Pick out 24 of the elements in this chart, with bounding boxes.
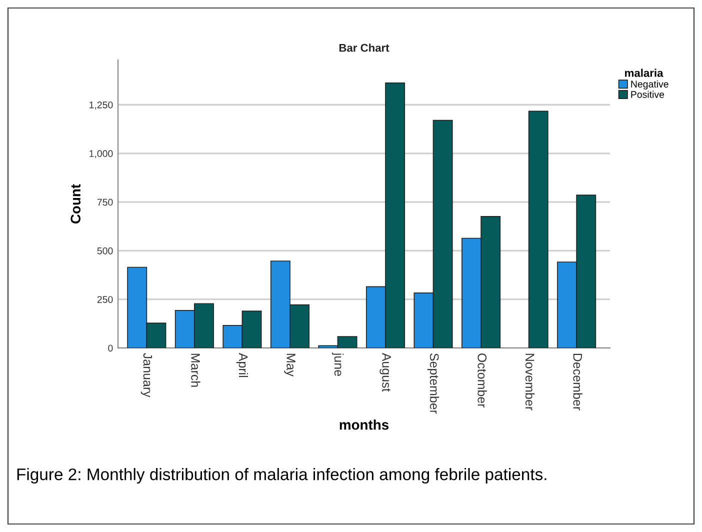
legend-title: malaria — [625, 68, 664, 77]
chart-title: Bar Chart — [339, 44, 390, 52]
x-tick-label: December — [573, 354, 582, 410]
x-tick-label: August — [380, 352, 391, 392]
x-tick-label: April — [236, 352, 248, 378]
caption: Figure 2: Monthly distribution of malaria infection among febrile patients. — [17, 468, 546, 484]
y-tick-label: 1,000 — [90, 150, 113, 158]
x-tick-label: june — [332, 352, 344, 376]
x-tick-label: March — [191, 354, 200, 387]
x-tick-label: November — [525, 354, 535, 410]
y-tick-label: 1,250 — [90, 101, 113, 110]
x-axis-title: months — [340, 420, 389, 430]
x-tick-label: May — [284, 354, 296, 376]
y-axis-title: Count — [70, 184, 81, 224]
y-tick-label: 500 — [97, 247, 113, 254]
x-tick-label: January — [140, 353, 152, 398]
legend-label: Positive — [631, 90, 664, 98]
legend-label: Negative — [631, 80, 668, 90]
y-tick-label: 250 — [97, 296, 113, 303]
bar — [528, 110, 548, 348]
y-tick-label: 750 — [97, 198, 113, 206]
x-tick-label: September — [427, 353, 440, 414]
x-tick-label: Octomber — [478, 353, 487, 408]
y-tick-label: 0 — [108, 344, 113, 352]
